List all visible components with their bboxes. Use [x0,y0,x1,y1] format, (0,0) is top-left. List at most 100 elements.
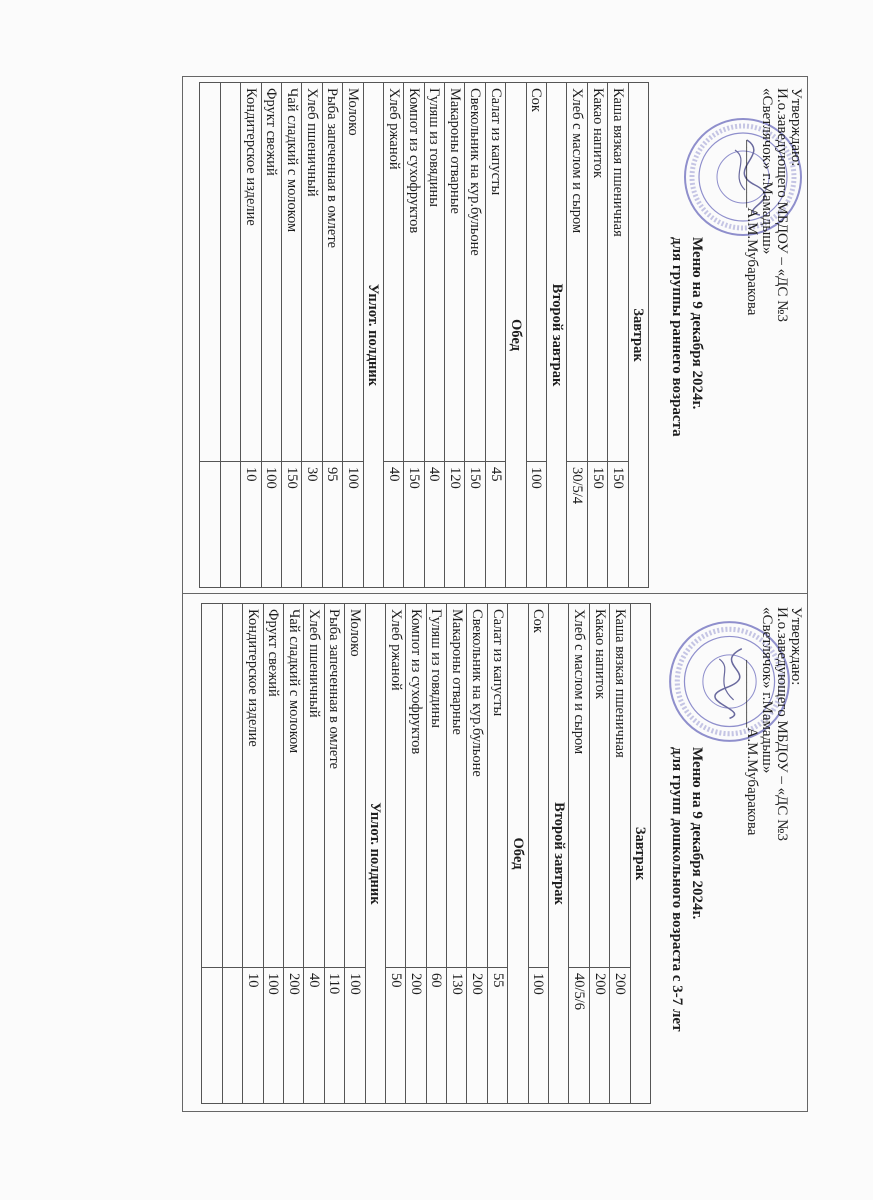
table-row [201,603,223,1104]
portion-value: 45 [485,461,506,588]
menu-table: Завтрак Каша вязкая пшеничная 200 Какао нап… [201,603,651,1104]
portion-value: 40 [383,461,404,588]
approval-line: И.о.заведующего МБДОУ – «ДС №3 [774,607,790,841]
portion-value: 150 [464,461,486,588]
approval-line: И.о.заведующего МБДОУ – «ДС №3 [774,88,790,322]
dish-name: Молоко [344,603,366,968]
table-row: Рыба запеченная в омлете 95 [322,82,343,588]
dish-name: Сок [526,82,547,462]
dish-name: Хлеб пшеничный [301,82,323,462]
table-row: Каша вязкая пшеничная 200 [609,603,631,1104]
dish-name: Кондитерское изделие [240,82,262,462]
table-row: Каша вязкая пшеничная 150 [607,82,629,588]
dish-name: Салат из капусты [485,82,506,462]
section-header-row: Обед [505,82,527,588]
dish-name: Макароны отварные [444,82,465,462]
half-divider [182,593,808,594]
portion-value: 100 [344,967,366,1104]
table-row: Хлеб ржаной 50 [385,603,406,1104]
portion-value: 30 [301,461,323,588]
portion-value: 150 [587,461,608,588]
dish-name [201,603,223,968]
section-title: Обед [507,603,529,1104]
section-header-row: Уплот. полдник [363,82,384,588]
portion-value: 40/5/6 [568,967,590,1104]
section-header-row: Второй завтрак [546,82,567,588]
portion-value [222,967,243,1104]
portion-value: 100 [528,967,549,1104]
dish-name: Хлеб пшеничный [303,603,325,968]
portion-value: 50 [385,967,406,1104]
table-row: Молоко 100 [342,82,364,588]
menu-title: Меню на 9 декабря 2024г. [689,747,705,920]
table-row: Салат из капусты 45 [485,82,506,588]
official-stamp-icon [669,621,790,742]
section-header-row: Уплот. полдник [365,603,386,1104]
table-row: Свекольник на кур.бульоне 200 [466,603,488,1104]
table-row [199,82,221,588]
dish-name: Рыба запеченная в омлете [322,82,343,462]
dish-name: Фрукт свежий [261,82,282,462]
dish-name: Какао напиток [587,82,608,462]
table-row: Фрукт свежий 100 [261,82,282,588]
dish-name: Компот из сухофруктов [405,603,427,968]
table-row: Кондитерское изделие 10 [240,82,262,588]
dish-name [199,82,221,462]
table-row: Чай сладкий с молоком 200 [283,603,304,1104]
approval-line: _________А.М.Мубаракова [744,660,760,836]
table-row: Сок 100 [526,82,547,588]
table-row: Гуляш из говядины 40 [424,82,445,588]
table-row: Сок 100 [528,603,549,1104]
table-row [222,603,243,1104]
menu-subtitle: для групп дошкольного возраста с 3-7 лет [669,747,685,1032]
table-row: Салат из капусты 55 [487,603,508,1104]
table-row: Хлеб пшеничный 40 [303,603,325,1104]
official-stamp-icon [684,118,802,236]
dish-name: Сок [528,603,549,968]
section-title: Завтрак [630,603,651,1104]
table-row: Хлеб с маслом и сыром 40/5/6 [568,603,590,1104]
table-row: Свекольник на кур.бульоне 150 [464,82,486,588]
table-row: Хлеб ржаной 40 [383,82,404,588]
table-row: Какао напиток 150 [587,82,608,588]
dish-name [220,82,241,462]
table-row: Гуляш из говядины 60 [426,603,447,1104]
table-row: Фрукт свежий 100 [263,603,284,1104]
dish-name [222,603,243,968]
section-header-row: Завтрак [628,82,649,588]
portion-value: 30/5/4 [566,461,588,588]
table-row: Компот из сухофруктов 200 [405,603,427,1104]
portion-value: 55 [487,967,508,1104]
section-header-row: Завтрак [630,603,651,1104]
menu-subtitle: для группы раннего возраста [669,237,685,437]
dish-name: Хлеб с маслом и сыром [566,82,588,462]
menu-title: Меню на 9 декабря 2024г. [689,237,705,410]
portion-value: 100 [526,461,547,588]
portion-value: 10 [240,461,262,588]
portion-value: 120 [444,461,465,588]
approval-line: _________А.М.Мубаракова [744,140,760,316]
table-row: Макароны отварные 120 [444,82,465,588]
dish-name: Чай сладкий с молоком [283,603,304,968]
portion-value: 100 [261,461,282,588]
portion-value: 150 [281,461,302,588]
portion-value: 40 [424,461,445,588]
table-row: Кондитерское изделие 10 [242,603,264,1104]
dish-name: Гуляш из говядины [426,603,447,968]
approval-line: Утверждаю: [788,607,804,686]
table-row: Хлеб пшеничный 30 [301,82,323,588]
table-row: Чай сладкий с молоком 150 [281,82,302,588]
dish-name: Свекольник на кур.бульоне [464,82,486,462]
portion-value: 40 [303,967,325,1104]
portion-value: 200 [405,967,427,1104]
section-header-row: Обед [507,603,529,1104]
table-row: Молоко 100 [344,603,366,1104]
portion-value: 10 [242,967,264,1104]
portion-value: 150 [607,461,629,588]
dish-name: Макароны отварные [446,603,467,968]
portion-value [199,461,221,588]
portion-value [201,967,223,1104]
portion-value: 200 [466,967,488,1104]
portion-value: 100 [263,967,284,1104]
